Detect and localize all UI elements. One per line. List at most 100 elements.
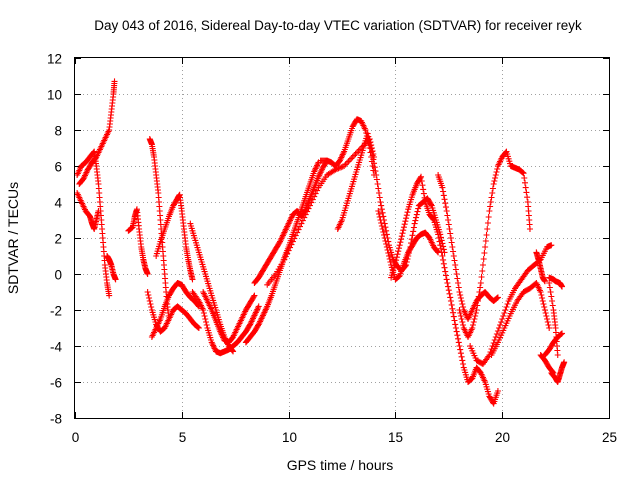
- data-point: [368, 145, 375, 152]
- data-point: [404, 209, 411, 216]
- data-point: [393, 257, 400, 264]
- data-point: [445, 221, 452, 228]
- series-track-20: [430, 217, 501, 407]
- series-track-21: [435, 172, 501, 322]
- series-track-5: [125, 206, 151, 277]
- data-point: [387, 259, 394, 265]
- data-point: [381, 235, 388, 241]
- data-point: [376, 214, 383, 220]
- data-point: [346, 157, 353, 163]
- data-point: [460, 322, 467, 328]
- data-point: [438, 249, 445, 256]
- data-point: [430, 216, 437, 223]
- data-point: [459, 301, 466, 307]
- data-point: [493, 169, 500, 175]
- data-point: [200, 307, 207, 313]
- data-point: [460, 304, 467, 310]
- data-point: [246, 322, 253, 329]
- data-point: [195, 324, 202, 331]
- y-tick-label: 2: [54, 232, 62, 247]
- data-point: [436, 238, 443, 245]
- data-point: [539, 298, 546, 304]
- data-point: [447, 298, 454, 304]
- y-tick-label: 0: [54, 268, 62, 283]
- data-point: [494, 328, 501, 334]
- data-point: [381, 232, 388, 238]
- data-point: [420, 186, 427, 193]
- data-point: [451, 257, 458, 264]
- data-point: [547, 289, 554, 295]
- data-point: [493, 331, 500, 337]
- data-point: [494, 388, 501, 394]
- data-point: [442, 272, 449, 279]
- data-point: [456, 343, 463, 349]
- data-point: [446, 226, 453, 232]
- data-point: [367, 142, 374, 149]
- data-point: [493, 295, 500, 302]
- data-point: [519, 169, 526, 176]
- data-point: [377, 199, 384, 205]
- data-point: [489, 185, 496, 192]
- data-point: [478, 274, 485, 280]
- data-point: [421, 194, 428, 201]
- series-track-19: [388, 173, 437, 281]
- series-track-11: [189, 289, 262, 357]
- series-track-25: [533, 249, 548, 285]
- data-series: [74, 78, 568, 407]
- data-point: [336, 164, 343, 171]
- data-point: [549, 298, 556, 304]
- data-point: [112, 276, 119, 283]
- data-point: [453, 328, 460, 335]
- data-point: [378, 223, 385, 229]
- data-point: [541, 304, 548, 310]
- data-point: [251, 292, 258, 299]
- data-point: [470, 322, 477, 328]
- series-track-12: [200, 289, 258, 346]
- data-point: [200, 310, 207, 316]
- data-point: [111, 78, 118, 85]
- data-point: [499, 316, 506, 322]
- data-point: [393, 254, 400, 261]
- data-point: [455, 284, 462, 291]
- data-point: [523, 189, 530, 196]
- data-point: [459, 319, 466, 325]
- data-point: [487, 203, 494, 210]
- data-point: [284, 250, 291, 257]
- data-point: [366, 139, 373, 146]
- data-point: [484, 220, 491, 226]
- data-point: [441, 264, 448, 271]
- data-point: [450, 309, 457, 316]
- data-point: [549, 369, 556, 376]
- data-point: [544, 319, 551, 325]
- data-point: [480, 256, 487, 262]
- data-point: [452, 325, 459, 331]
- data-point: [557, 331, 564, 338]
- data-point: [537, 289, 544, 295]
- data-point: [203, 322, 210, 328]
- data-point: [476, 289, 483, 295]
- data-point: [548, 293, 555, 300]
- series-track-24: [488, 280, 553, 358]
- data-point: [419, 182, 426, 189]
- data-point: [454, 275, 461, 282]
- data-point: [378, 220, 385, 226]
- data-point: [292, 232, 299, 239]
- data-point: [451, 317, 458, 324]
- data-point: [455, 335, 462, 342]
- data-point: [481, 250, 488, 256]
- data-point: [485, 214, 492, 220]
- x-tick-label: 0: [72, 430, 80, 445]
- data-point: [306, 202, 313, 209]
- data-point: [395, 274, 402, 280]
- data-point: [450, 253, 457, 259]
- data-point: [472, 310, 479, 316]
- data-point: [457, 350, 464, 357]
- y-tick-label: -6: [50, 376, 62, 391]
- data-point: [449, 305, 456, 312]
- data-point: [452, 262, 459, 268]
- data-point: [475, 293, 482, 300]
- data-point: [378, 202, 385, 209]
- series-track-3: [76, 78, 118, 187]
- series-track-2: [74, 190, 102, 232]
